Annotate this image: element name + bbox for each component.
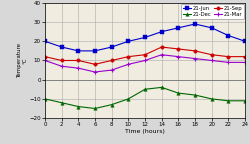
21-Mar [210, 60, 213, 61]
21-Dec [94, 108, 96, 109]
21-Dec [227, 100, 230, 102]
21-Mar [227, 61, 230, 63]
21-Dec [60, 102, 63, 104]
21-Jun [160, 31, 163, 33]
21-Jun [77, 50, 80, 52]
21-Sep [210, 54, 213, 56]
21-Jun [60, 46, 63, 48]
21-Sep [94, 64, 96, 65]
21-Sep [44, 56, 46, 57]
21-Dec [210, 98, 213, 100]
21-Jun [177, 27, 180, 29]
21-Dec [177, 92, 180, 94]
21-Mar [160, 54, 163, 56]
21-Mar [144, 60, 146, 61]
21-Sep [127, 56, 130, 57]
21-Sep [77, 60, 80, 61]
21-Sep [110, 60, 113, 61]
21-Jun [227, 35, 230, 36]
Legend: 21-Jun, 21-Dec, 21-Sep, 21-Mar: 21-Jun, 21-Dec, 21-Sep, 21-Mar [181, 4, 244, 19]
21-Mar [94, 71, 96, 73]
21-Sep [144, 54, 146, 56]
Line: 21-Dec: 21-Dec [43, 86, 247, 110]
21-Mar [60, 65, 63, 67]
Line: 21-Sep: 21-Sep [43, 45, 247, 66]
21-Mar [44, 60, 46, 61]
21-Mar [194, 58, 196, 59]
21-Jun [194, 23, 196, 25]
21-Mar [127, 64, 130, 65]
21-Dec [160, 87, 163, 88]
21-Mar [77, 67, 80, 69]
21-Dec [110, 104, 113, 106]
21-Dec [77, 106, 80, 107]
21-Sep [227, 56, 230, 57]
21-Jun [210, 27, 213, 29]
21-Mar [110, 69, 113, 71]
21-Dec [144, 88, 146, 90]
Y-axis label: Temperature
°C: Temperature °C [17, 43, 28, 78]
21-Jun [44, 40, 46, 42]
21-Sep [60, 60, 63, 61]
X-axis label: Time (hours): Time (hours) [125, 129, 165, 134]
21-Mar [177, 56, 180, 57]
21-Dec [244, 100, 246, 102]
21-Dec [127, 98, 130, 100]
21-Jun [94, 50, 96, 52]
21-Sep [177, 48, 180, 50]
21-Jun [110, 46, 113, 48]
21-Jun [244, 40, 246, 42]
21-Dec [194, 94, 196, 96]
21-Dec [44, 98, 46, 100]
21-Jun [144, 37, 146, 38]
Line: 21-Jun: 21-Jun [43, 22, 247, 53]
21-Jun [127, 40, 130, 42]
21-Sep [244, 56, 246, 57]
Line: 21-Mar: 21-Mar [42, 52, 248, 74]
21-Mar [244, 61, 246, 63]
21-Sep [160, 46, 163, 48]
21-Sep [194, 50, 196, 52]
